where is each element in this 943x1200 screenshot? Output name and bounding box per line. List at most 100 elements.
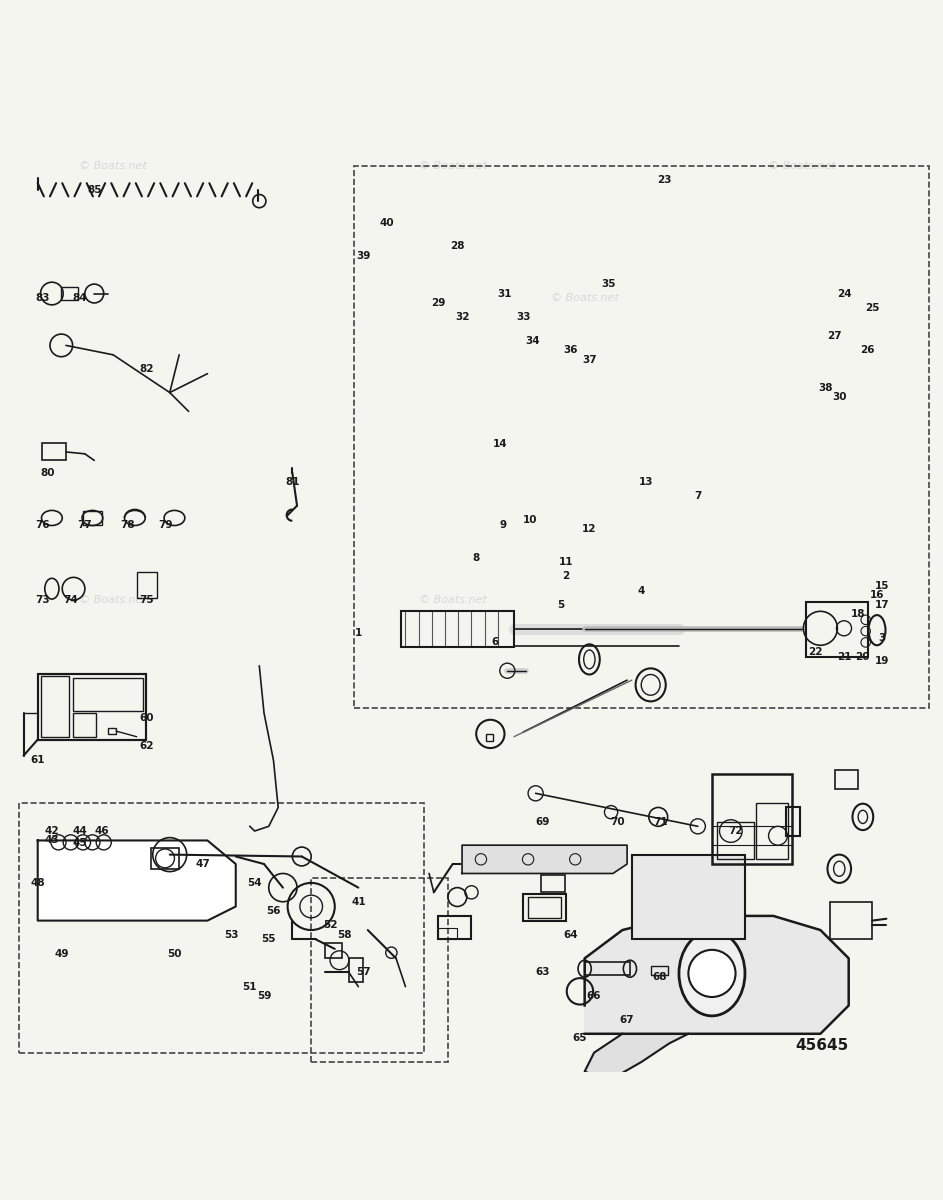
Text: © Boats.net: © Boats.net: [79, 595, 147, 605]
Bar: [523, 894, 566, 920]
Polygon shape: [585, 1033, 688, 1081]
Text: 27: 27: [827, 331, 842, 341]
Text: 36: 36: [563, 346, 578, 355]
Text: 11: 11: [558, 557, 573, 568]
Bar: [830, 901, 872, 940]
Bar: [108, 728, 116, 734]
Text: 85: 85: [87, 185, 102, 194]
Text: 81: 81: [285, 478, 300, 487]
Polygon shape: [462, 845, 627, 874]
Bar: [38, 673, 146, 739]
Bar: [325, 943, 342, 959]
Text: 83: 83: [35, 293, 50, 304]
Bar: [137, 571, 157, 598]
Text: 75: 75: [139, 595, 154, 605]
Text: © Boats.net: © Boats.net: [768, 161, 835, 172]
Text: 46: 46: [94, 826, 109, 836]
Text: 24: 24: [836, 288, 852, 299]
Polygon shape: [585, 916, 849, 1033]
Text: 16: 16: [869, 590, 885, 600]
Text: 62: 62: [139, 742, 154, 751]
Text: 32: 32: [455, 312, 470, 322]
Bar: [756, 803, 788, 859]
Text: 84: 84: [73, 293, 88, 304]
Bar: [354, 167, 929, 708]
Text: 37: 37: [582, 354, 597, 365]
Bar: [528, 898, 561, 918]
Bar: [786, 808, 800, 835]
Text: 45645: 45645: [796, 1038, 849, 1052]
Text: 48: 48: [30, 878, 45, 888]
Text: 47: 47: [195, 859, 210, 869]
Text: 40: 40: [379, 217, 394, 228]
Text: © Boats.net: © Boats.net: [419, 161, 487, 172]
Text: 70: 70: [610, 817, 625, 827]
Text: 67: 67: [620, 1015, 635, 1025]
Text: 23: 23: [657, 175, 672, 185]
Text: 39: 39: [356, 251, 371, 260]
Text: 59: 59: [256, 991, 272, 1001]
Text: 42: 42: [44, 826, 59, 836]
Bar: [61, 287, 78, 300]
Text: 44: 44: [73, 826, 88, 836]
Text: 49: 49: [54, 949, 69, 959]
Text: 4: 4: [637, 586, 645, 595]
Text: 78: 78: [120, 520, 135, 529]
Text: 72: 72: [728, 826, 743, 836]
Bar: [73, 713, 96, 737]
Bar: [83, 511, 102, 524]
Text: 25: 25: [865, 302, 880, 313]
Ellipse shape: [679, 931, 745, 1016]
Bar: [151, 848, 179, 869]
Text: 8: 8: [472, 552, 480, 563]
Text: 56: 56: [266, 906, 281, 916]
Bar: [438, 916, 472, 940]
Bar: [712, 774, 792, 864]
Text: 31: 31: [497, 288, 512, 299]
Text: 64: 64: [563, 930, 578, 940]
Text: 77: 77: [77, 520, 92, 529]
Text: © Boats.net: © Boats.net: [79, 161, 147, 172]
Text: 50: 50: [167, 949, 182, 959]
Text: 41: 41: [351, 896, 366, 907]
Text: © Boats.net: © Boats.net: [419, 595, 487, 605]
Text: 6: 6: [491, 637, 499, 648]
Bar: [19, 803, 424, 1052]
Text: 74: 74: [63, 595, 78, 605]
Polygon shape: [38, 840, 236, 920]
Text: © Boats.net: © Boats.net: [551, 293, 619, 304]
Text: 15: 15: [874, 581, 889, 590]
Text: 79: 79: [157, 520, 173, 529]
Text: 30: 30: [832, 392, 847, 402]
Bar: [311, 878, 448, 1062]
Text: 2: 2: [562, 571, 570, 582]
Text: 19: 19: [874, 656, 889, 666]
Text: 3: 3: [878, 632, 885, 643]
Text: 76: 76: [35, 520, 50, 529]
Text: 45: 45: [73, 839, 88, 848]
Bar: [349, 959, 363, 982]
Text: 58: 58: [337, 930, 352, 940]
Text: 43: 43: [44, 835, 59, 846]
Text: 52: 52: [323, 920, 338, 930]
Text: 10: 10: [522, 515, 538, 524]
Bar: [438, 928, 457, 940]
Text: 73: 73: [35, 595, 50, 605]
Text: 57: 57: [356, 967, 371, 978]
Bar: [806, 602, 868, 656]
Text: 29: 29: [431, 298, 446, 308]
Circle shape: [688, 950, 736, 997]
Bar: [717, 822, 754, 859]
Bar: [38, 673, 146, 739]
Text: 51: 51: [242, 982, 257, 991]
Text: 17: 17: [874, 600, 889, 610]
Text: 21: 21: [836, 652, 852, 661]
Text: 82: 82: [139, 364, 154, 374]
Text: 69: 69: [535, 817, 550, 827]
Text: 9: 9: [499, 520, 506, 529]
Bar: [73, 678, 143, 712]
Text: 26: 26: [860, 346, 875, 355]
Text: 53: 53: [223, 930, 239, 940]
Text: 34: 34: [525, 336, 540, 346]
Text: 55: 55: [261, 935, 276, 944]
